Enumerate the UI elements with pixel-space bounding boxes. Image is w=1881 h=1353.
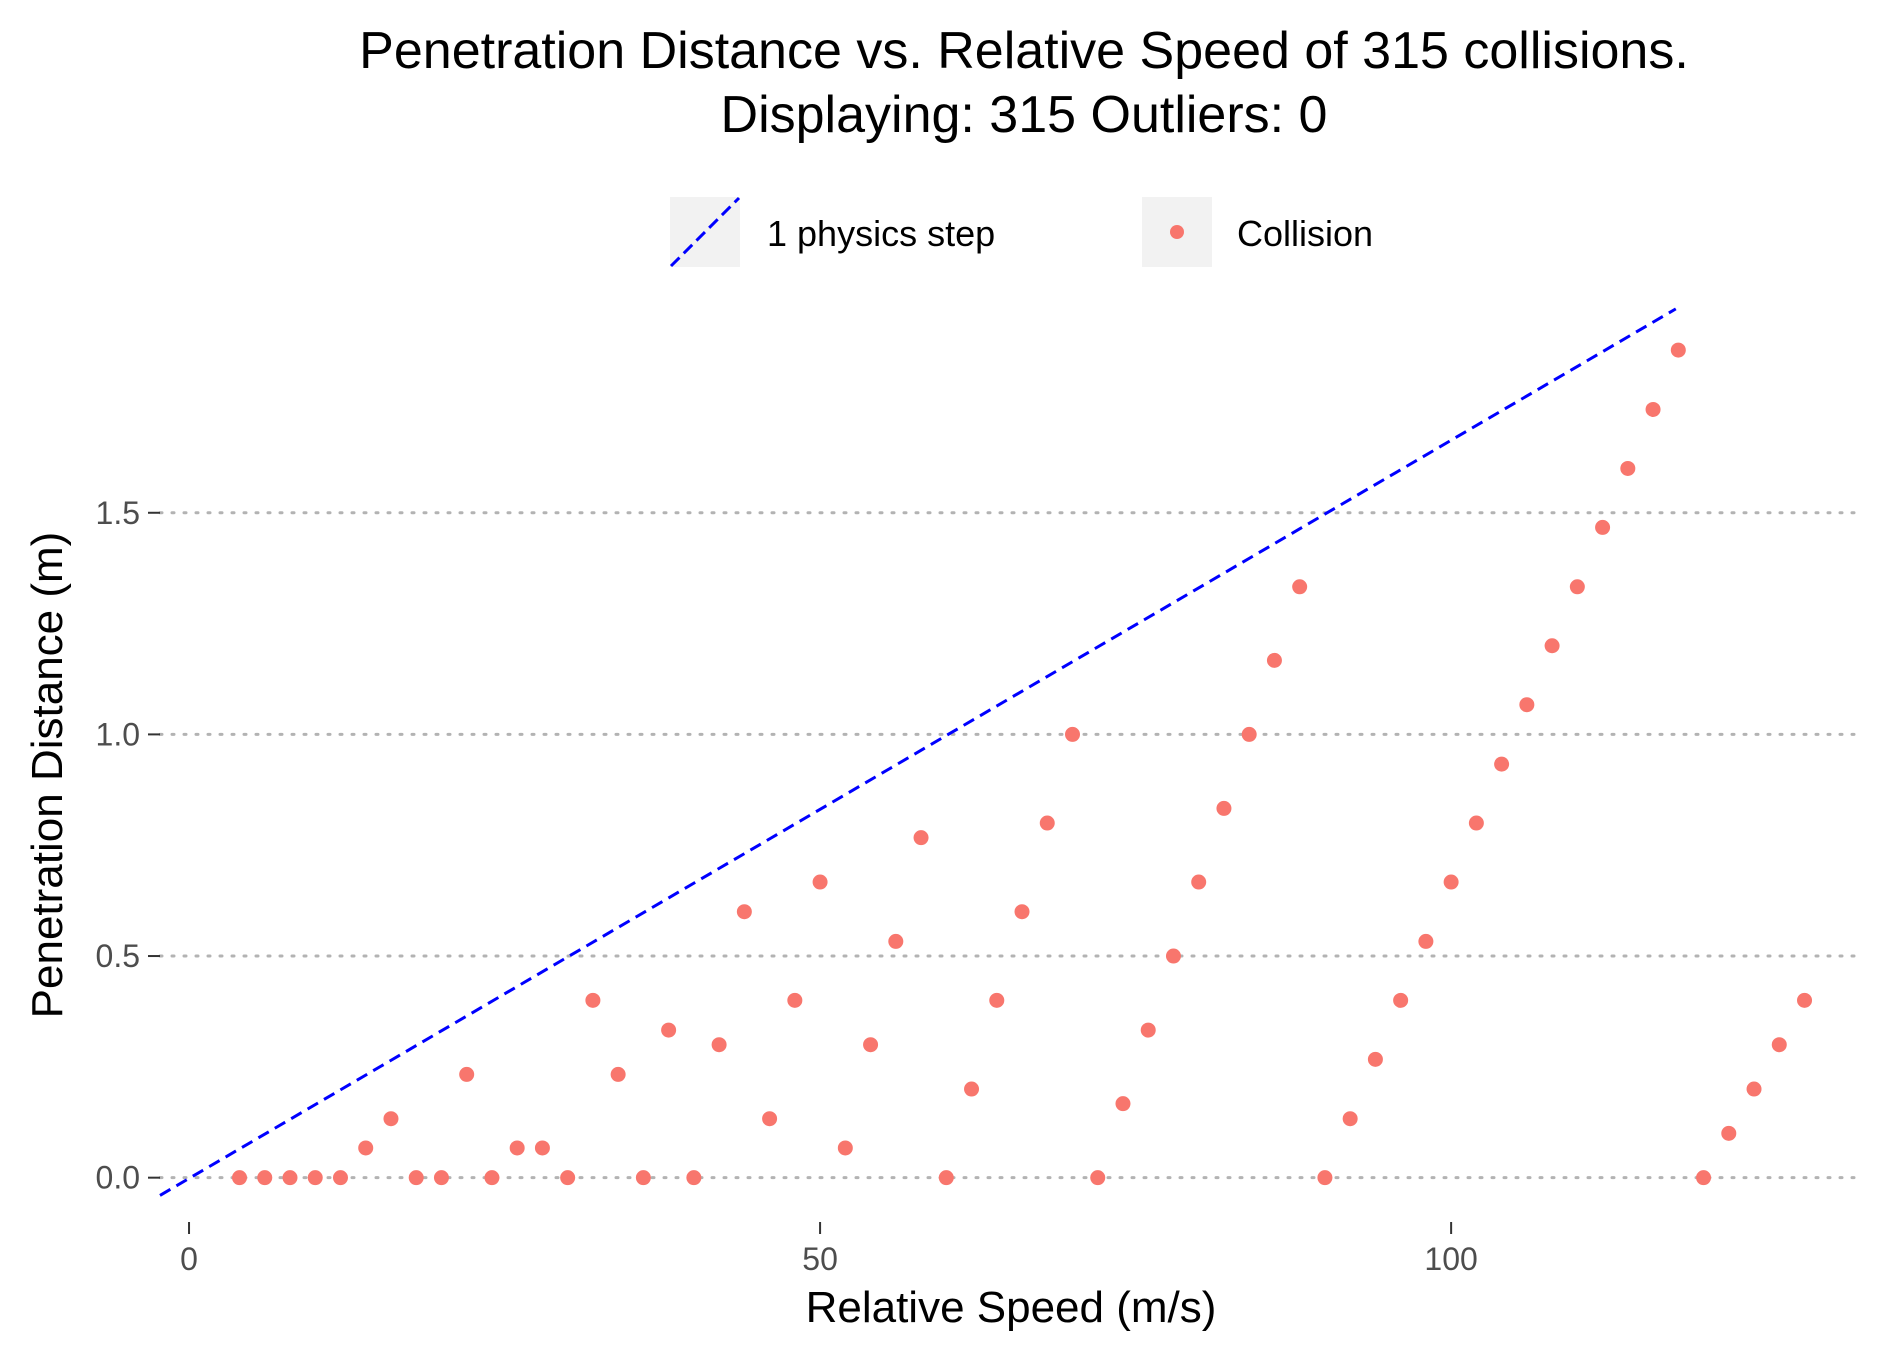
collision-point: [509, 1140, 525, 1156]
x-tick-label: 50: [802, 1241, 838, 1277]
x-tick-label: 0: [180, 1241, 198, 1277]
collision-point: [812, 874, 828, 890]
y-tick-label: 0.0: [96, 1160, 140, 1196]
legend-label-physics-step: 1 physics step: [767, 213, 995, 254]
collision-point: [1241, 726, 1257, 742]
collision-point: [913, 830, 929, 846]
physics-step-line: [159, 307, 1677, 1197]
y-tick-label: 1.0: [96, 716, 140, 752]
collision-point: [837, 1140, 853, 1156]
collision-point: [1266, 652, 1282, 668]
collision-point: [232, 1170, 248, 1186]
collision-point: [1443, 874, 1459, 890]
y-tick-label: 1.5: [96, 495, 140, 531]
collision-points: [232, 342, 1813, 1186]
collision-point: [635, 1170, 651, 1186]
collision-point: [1064, 726, 1080, 742]
collision-point: [1620, 460, 1636, 476]
collision-point: [1418, 933, 1434, 949]
legend-item-physics-step: 1 physics step: [669, 196, 995, 268]
collision-point: [686, 1170, 702, 1186]
collision-point: [888, 933, 904, 949]
collision-point: [433, 1170, 449, 1186]
collision-point: [307, 1170, 323, 1186]
collision-point: [1670, 342, 1686, 358]
x-axis-title: Relative Speed (m/s): [806, 1283, 1217, 1332]
physics-step-dashed-line: [159, 307, 1677, 1197]
collision-point: [762, 1111, 778, 1127]
collision-point: [1292, 579, 1308, 595]
collision-point: [1191, 874, 1207, 890]
collision-point: [1645, 401, 1661, 417]
collision-point: [1468, 815, 1484, 831]
collision-point: [1140, 1022, 1156, 1038]
collision-point: [736, 904, 752, 920]
collision-point: [408, 1170, 424, 1186]
legend-point-icon: [1170, 225, 1184, 239]
collision-point: [1367, 1051, 1383, 1067]
collision-point: [661, 1022, 677, 1038]
collision-point: [1165, 948, 1181, 964]
collision-point: [534, 1140, 550, 1156]
collision-point: [1746, 1081, 1762, 1097]
collision-point: [332, 1170, 348, 1186]
y-tick-label: 0.5: [96, 938, 140, 974]
collision-point: [1569, 579, 1585, 595]
collision-point: [585, 992, 601, 1008]
collision-point: [787, 992, 803, 1008]
x-axis: 0 50 100: [180, 1222, 1478, 1277]
collision-point: [257, 1170, 273, 1186]
collision-point: [560, 1170, 576, 1186]
collision-point: [1544, 638, 1560, 654]
collision-point: [1771, 1037, 1787, 1053]
collision-point: [1519, 697, 1535, 713]
collision-point: [938, 1170, 954, 1186]
x-tick-label: 100: [1424, 1241, 1477, 1277]
collision-point: [711, 1037, 727, 1053]
collision-point: [1317, 1170, 1333, 1186]
chart-subtitle: Displaying: 315 Outliers: 0: [721, 86, 1328, 144]
collision-point: [1115, 1096, 1131, 1112]
collision-point: [1342, 1111, 1358, 1127]
collision-point: [383, 1111, 399, 1127]
collision-point: [964, 1081, 980, 1097]
collision-point: [1090, 1170, 1106, 1186]
legend-dashed-line-icon: [669, 196, 741, 268]
collision-point: [1595, 519, 1611, 535]
collision-point: [863, 1037, 879, 1053]
legend-label-collision: Collision: [1237, 213, 1373, 254]
collision-point: [1797, 992, 1813, 1008]
y-axis-title: Penetration Distance (m): [23, 532, 72, 1019]
collision-point: [459, 1066, 475, 1082]
collision-point: [1393, 992, 1409, 1008]
collision-point: [610, 1066, 626, 1082]
chart-title: Penetration Distance vs. Relative Speed …: [359, 22, 1689, 80]
collision-point: [989, 992, 1005, 1008]
collision-point: [484, 1170, 500, 1186]
collision-point: [282, 1170, 298, 1186]
collision-point: [1014, 904, 1030, 920]
legend: 1 physics step Collision: [669, 196, 1373, 268]
collision-point: [1696, 1170, 1712, 1186]
collision-point: [358, 1140, 374, 1156]
y-axis: 0.0 0.5 1.0 1.5: [96, 495, 160, 1196]
legend-item-collision: Collision: [1142, 197, 1373, 267]
collision-point: [1494, 756, 1510, 772]
collision-point: [1216, 800, 1232, 816]
collision-point: [1721, 1125, 1737, 1141]
collision-point: [1039, 815, 1055, 831]
